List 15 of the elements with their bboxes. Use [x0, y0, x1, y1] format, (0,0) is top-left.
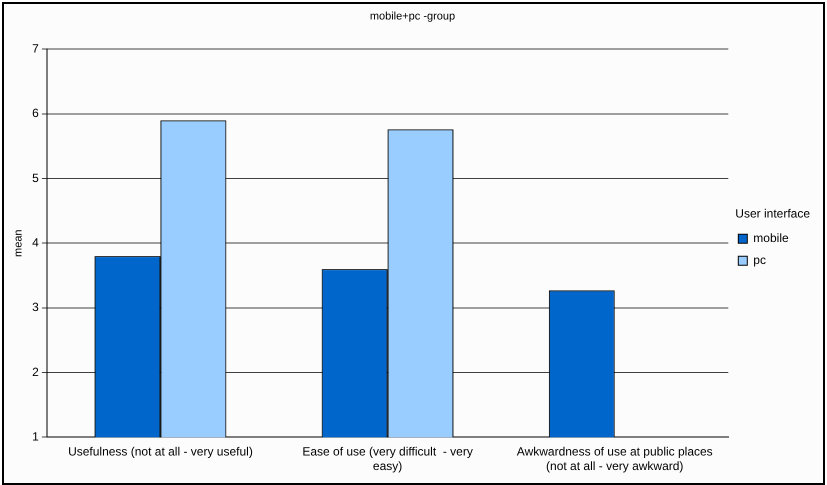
legend-title: User interface — [735, 206, 810, 221]
legend-label: mobile — [753, 231, 789, 246]
legend-label: pc — [753, 253, 766, 268]
y-tick-label: 4 — [32, 236, 40, 250]
x-tick-label: Usefulness (not at all - very useful) — [68, 444, 253, 459]
y-tick-label: 1 — [32, 430, 40, 444]
x-tick-label: Ease of use (very difficult - very easy) — [302, 444, 473, 474]
x-tick-label: Awkwardness of use at public places (not at all - very awkward) — [516, 444, 713, 474]
y-tick-label: 5 — [32, 170, 40, 185]
chart-title: mobile+pc -group — [370, 10, 456, 23]
y-tick-label: 3 — [32, 300, 40, 314]
y-axis-title: mean — [12, 229, 25, 257]
y-tick-label: 2 — [32, 364, 40, 379]
y-tick-label: 6 — [32, 106, 40, 120]
y-tick-label: 7 — [32, 42, 40, 56]
